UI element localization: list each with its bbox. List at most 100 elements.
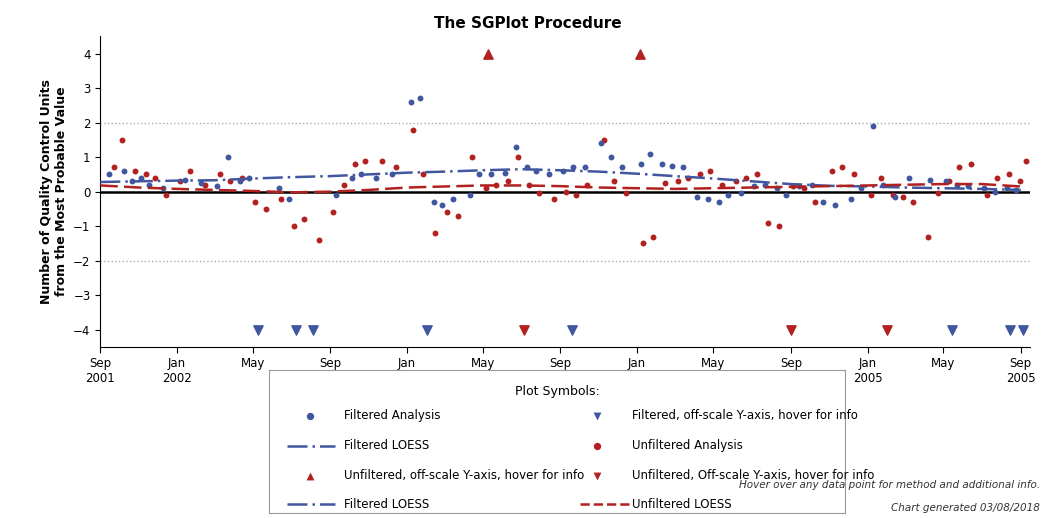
Point bbox=[579, 181, 596, 189]
Point bbox=[100, 170, 117, 179]
Point bbox=[418, 326, 435, 334]
Text: Chart generated 03/08/2018: Chart generated 03/08/2018 bbox=[891, 503, 1040, 513]
Point bbox=[846, 170, 863, 179]
Point bbox=[749, 170, 766, 179]
Point bbox=[477, 184, 494, 192]
Text: Filtered LOESS: Filtered LOESS bbox=[344, 498, 430, 511]
Point bbox=[711, 198, 728, 206]
Point bbox=[301, 471, 318, 480]
Point bbox=[192, 179, 209, 187]
Point bbox=[885, 191, 902, 199]
Point bbox=[531, 189, 548, 197]
Y-axis label: Number of Quality Control Units
from the Most Probable Value: Number of Quality Control Units from the… bbox=[40, 79, 68, 304]
Point bbox=[507, 142, 524, 151]
Point bbox=[720, 191, 737, 199]
Point bbox=[383, 170, 400, 179]
Point bbox=[642, 150, 659, 158]
Point bbox=[948, 181, 965, 189]
Point bbox=[863, 191, 880, 199]
Point bbox=[1001, 170, 1018, 179]
Point bbox=[814, 198, 831, 206]
Point bbox=[250, 326, 267, 334]
Point bbox=[182, 167, 199, 175]
Point bbox=[657, 179, 674, 187]
Point bbox=[663, 162, 680, 170]
Point bbox=[558, 188, 574, 196]
Point bbox=[702, 167, 719, 175]
Point bbox=[346, 160, 363, 168]
Point bbox=[404, 125, 421, 134]
Point bbox=[496, 168, 513, 177]
Point bbox=[960, 182, 977, 191]
Point bbox=[986, 188, 1003, 196]
Point bbox=[887, 193, 904, 201]
Point bbox=[445, 194, 461, 203]
Point bbox=[427, 229, 444, 237]
Point bbox=[713, 181, 730, 189]
Point bbox=[644, 233, 661, 241]
Point bbox=[922, 176, 939, 184]
Point bbox=[106, 163, 122, 171]
Point bbox=[633, 160, 649, 168]
Point bbox=[746, 182, 762, 191]
Point bbox=[879, 326, 895, 334]
Point bbox=[874, 181, 891, 189]
Point bbox=[905, 198, 922, 206]
Point bbox=[919, 233, 936, 241]
Point bbox=[115, 167, 132, 175]
Point bbox=[127, 167, 144, 175]
Point bbox=[738, 174, 755, 182]
Point bbox=[461, 191, 478, 199]
Point bbox=[146, 174, 163, 182]
Point bbox=[414, 170, 431, 179]
Point bbox=[976, 184, 993, 192]
Point bbox=[999, 184, 1016, 192]
Point bbox=[589, 412, 606, 420]
Point bbox=[733, 189, 750, 197]
Point bbox=[439, 208, 456, 217]
Point bbox=[596, 136, 612, 144]
Point bbox=[177, 176, 194, 184]
Point bbox=[791, 182, 808, 191]
Point bbox=[1002, 326, 1019, 334]
Point bbox=[680, 174, 697, 182]
Point bbox=[233, 174, 250, 182]
Point bbox=[670, 177, 686, 185]
Point bbox=[782, 326, 799, 334]
Point bbox=[778, 191, 795, 199]
Point bbox=[483, 170, 499, 179]
Point bbox=[900, 174, 917, 182]
Text: Unfiltered LOESS: Unfiltered LOESS bbox=[631, 498, 732, 511]
Point bbox=[310, 236, 327, 244]
Point bbox=[834, 163, 851, 171]
Point bbox=[804, 181, 821, 189]
Point bbox=[388, 163, 404, 171]
Point bbox=[546, 194, 563, 203]
Point bbox=[367, 174, 384, 182]
Point bbox=[785, 182, 802, 191]
Point bbox=[1018, 156, 1035, 165]
Point bbox=[853, 184, 870, 192]
Point bbox=[327, 191, 344, 199]
Text: The SGPlot Procedure: The SGPlot Procedure bbox=[434, 16, 622, 31]
Point bbox=[1015, 326, 1032, 334]
Point bbox=[137, 170, 154, 179]
Point bbox=[402, 98, 419, 106]
Point bbox=[142, 181, 158, 189]
Point bbox=[769, 184, 786, 192]
Point bbox=[589, 471, 606, 480]
Point bbox=[602, 153, 619, 161]
Point bbox=[124, 177, 140, 185]
Point bbox=[675, 163, 692, 171]
Point bbox=[1011, 177, 1027, 185]
Point bbox=[353, 170, 370, 179]
Point bbox=[963, 160, 980, 168]
Point bbox=[464, 153, 480, 161]
Point bbox=[241, 174, 258, 182]
Point bbox=[541, 170, 558, 179]
Point bbox=[434, 202, 451, 210]
Point bbox=[515, 326, 532, 334]
Point bbox=[518, 163, 535, 171]
Point bbox=[426, 198, 442, 206]
Point bbox=[938, 177, 955, 185]
